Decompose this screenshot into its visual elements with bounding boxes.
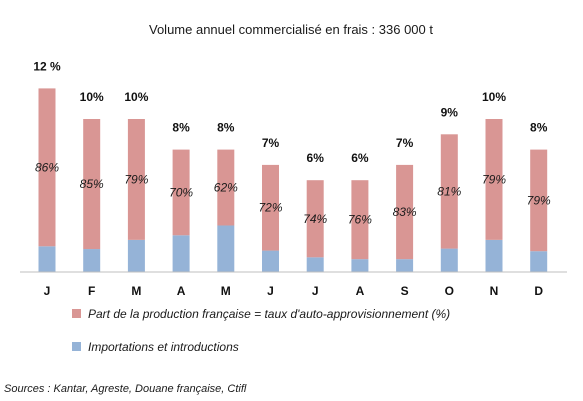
tick-label-month: A	[356, 284, 365, 298]
tick-label-month: O	[445, 284, 454, 298]
tick-label-month: J	[267, 284, 274, 298]
tick-label-month: A	[177, 284, 186, 298]
bar-imports	[127, 239, 145, 272]
data-label-production: 79%	[124, 172, 148, 186]
bar-imports	[351, 259, 369, 272]
data-label-month-share: 10%	[80, 90, 104, 104]
bar-production	[351, 180, 369, 260]
data-label-production: 86%	[35, 160, 59, 174]
chart-title: Volume annuel commercialisé en frais : 3…	[149, 22, 433, 37]
data-label-month-share: 9%	[441, 105, 459, 119]
bar-imports	[530, 251, 548, 272]
legend-label-production: Part de la production française = taux d…	[88, 307, 450, 321]
legend-label-imports: Importations et introductions	[88, 340, 239, 354]
data-label-production: 83%	[393, 205, 417, 219]
bar-imports	[440, 248, 458, 272]
bar-production	[217, 149, 235, 226]
bar-production	[172, 149, 190, 236]
bar-production	[127, 119, 145, 240]
tick-label-month: J	[312, 284, 319, 298]
data-label-production: 74%	[303, 212, 327, 226]
tick-label-month: M	[131, 284, 141, 298]
data-label-production: 76%	[348, 213, 372, 227]
bar-imports	[172, 235, 190, 272]
data-label-month-share: 8%	[172, 121, 190, 135]
data-label-month-share: 12 %	[33, 59, 61, 73]
bar-production	[530, 149, 548, 252]
tick-label-month: S	[401, 284, 409, 298]
bar-imports	[83, 249, 101, 272]
bars: 86% 12 % J 85% 10% F 79% 10% M 70% 8% A 62% 8% M 72% 7% J…	[33, 59, 551, 298]
bar-imports	[262, 250, 279, 272]
data-label-production: 70%	[169, 185, 193, 199]
bar-production	[262, 164, 279, 251]
bar-production	[83, 119, 101, 250]
tick-label-month: J	[44, 284, 51, 298]
tick-label-month: M	[221, 284, 231, 298]
data-label-production: 79%	[527, 193, 551, 207]
bar-production	[396, 164, 414, 260]
data-label-month-share: 10%	[124, 90, 148, 104]
bar-production	[306, 180, 324, 258]
bar-imports	[38, 246, 56, 272]
data-label-production: 72%	[258, 201, 282, 215]
bar-imports	[217, 225, 235, 272]
data-label-production: 62%	[214, 181, 238, 195]
bar-imports	[396, 259, 414, 272]
data-label-month-share: 7%	[396, 136, 414, 150]
legend: Part de la production française = taux d…	[72, 307, 450, 354]
data-label-month-share: 6%	[351, 151, 369, 165]
bar-production	[485, 119, 503, 240]
data-label-production: 85%	[80, 177, 104, 191]
bar-imports	[485, 239, 503, 272]
data-label-month-share: 10%	[482, 90, 506, 104]
tick-label-month: N	[490, 284, 499, 298]
data-label-production: 79%	[482, 172, 506, 186]
data-label-month-share: 7%	[262, 136, 280, 150]
source-note: Sources : Kantar, Agreste, Douane frança…	[4, 383, 247, 395]
data-label-month-share: 8%	[217, 121, 235, 135]
legend-swatch-production	[72, 309, 81, 318]
data-label-month-share: 8%	[530, 121, 548, 135]
bar-imports	[306, 257, 324, 272]
tick-label-month: D	[534, 284, 543, 298]
data-label-production: 81%	[437, 184, 461, 198]
bar-production	[440, 134, 458, 249]
tick-label-month: F	[88, 284, 95, 298]
data-label-month-share: 6%	[307, 151, 325, 165]
legend-swatch-imports	[72, 342, 81, 351]
bar-production	[38, 88, 56, 247]
